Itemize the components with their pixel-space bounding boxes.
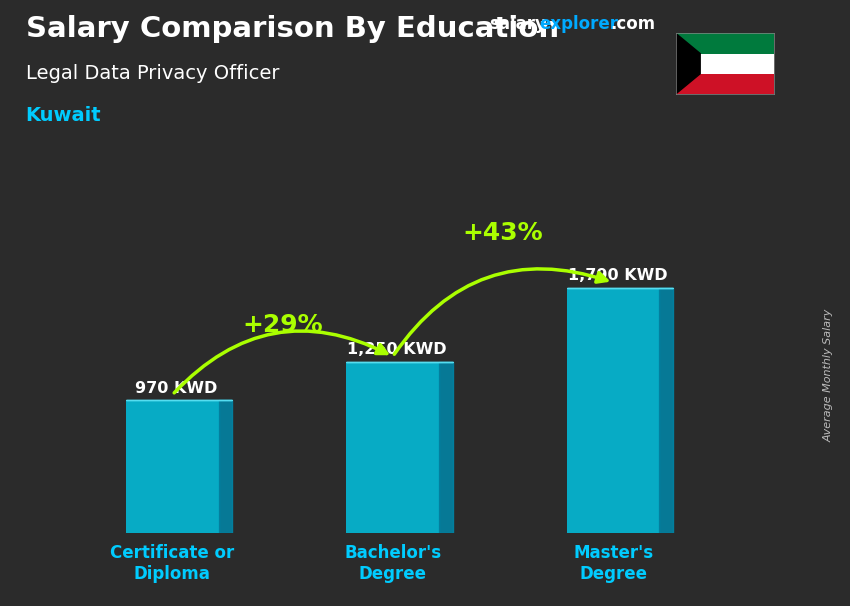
Bar	[567, 288, 660, 533]
Bar	[126, 401, 218, 533]
Bar	[676, 53, 774, 74]
Bar	[676, 74, 774, 94]
Text: 1,250 KWD: 1,250 KWD	[347, 342, 447, 357]
Bar	[347, 362, 439, 533]
Text: .com: .com	[610, 15, 655, 33]
Text: Salary Comparison By Education: Salary Comparison By Education	[26, 15, 558, 43]
Text: +43%: +43%	[462, 221, 543, 245]
Polygon shape	[439, 362, 453, 533]
Polygon shape	[218, 401, 232, 533]
Text: 970 KWD: 970 KWD	[135, 381, 218, 396]
Text: explorer: explorer	[540, 15, 619, 33]
Text: 1,790 KWD: 1,790 KWD	[568, 268, 667, 283]
Text: Average Monthly Salary: Average Monthly Salary	[824, 309, 834, 442]
Text: salary: salary	[489, 15, 546, 33]
Text: Kuwait: Kuwait	[26, 106, 101, 125]
Text: Legal Data Privacy Officer: Legal Data Privacy Officer	[26, 64, 279, 82]
Bar	[676, 33, 774, 53]
Text: +29%: +29%	[242, 313, 323, 337]
Polygon shape	[676, 33, 700, 94]
Polygon shape	[660, 288, 673, 533]
